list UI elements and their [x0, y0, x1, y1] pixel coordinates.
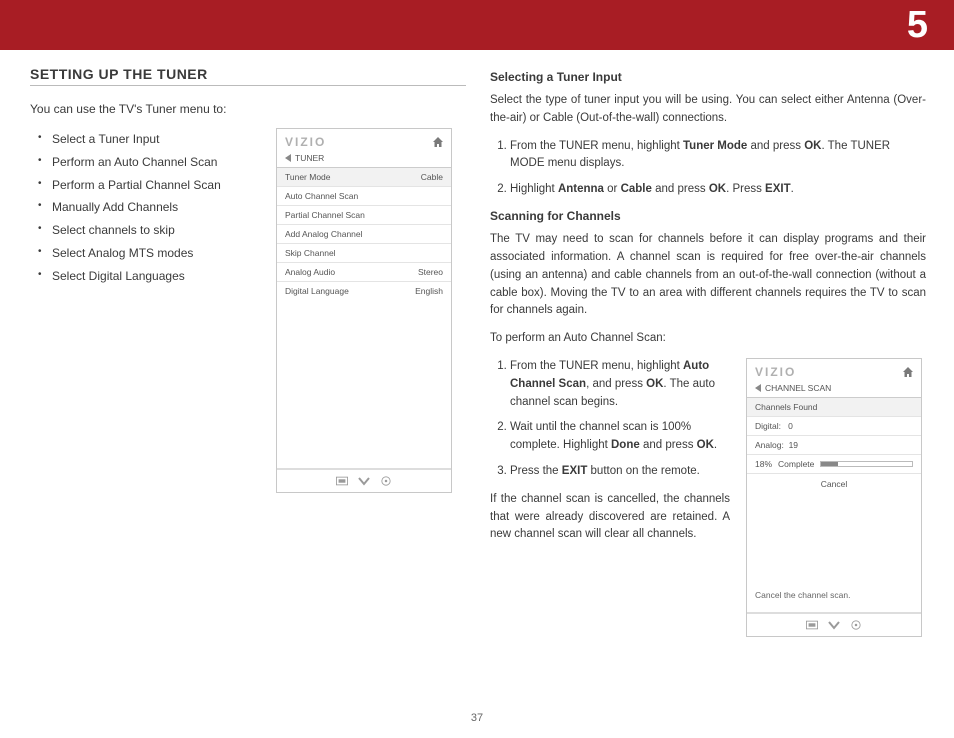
progress-row: 18% Complete: [747, 454, 921, 473]
analog-row: Analog: 19: [747, 435, 921, 454]
analog-label: Analog:: [755, 440, 784, 450]
tuner-menu-panel: VIZIO TUNER Tuner Mode Cable: [276, 128, 452, 493]
step-item: From the TUNER menu, highlight Tuner Mod…: [510, 138, 926, 174]
menu-label: Tuner Mode: [285, 172, 331, 182]
section-title: SETTING UP THE TUNER: [30, 66, 466, 86]
step-item: Press the EXIT button on the remote.: [510, 463, 730, 481]
bullet-list: Select a Tuner Input Perform an Auto Cha…: [30, 128, 260, 493]
chapter-number: 5: [907, 4, 928, 47]
digital-value: 0: [788, 421, 793, 431]
menu-value: Cable: [421, 172, 443, 182]
step-item: Wait until the channel scan is 100% comp…: [510, 419, 730, 455]
panel-blank-area: [747, 494, 921, 584]
page-number: 37: [0, 712, 954, 724]
paragraph: Select the type of tuner input you will …: [490, 92, 926, 128]
panel-footer: [277, 469, 451, 492]
paragraph: To perform an Auto Channel Scan:: [490, 330, 926, 348]
page-content: SETTING UP THE TUNER You can use the TV'…: [30, 66, 930, 637]
right-split: From the TUNER menu, highlight Auto Chan…: [490, 358, 926, 637]
panel-header: VIZIO: [277, 129, 451, 153]
progress-fill: [821, 462, 837, 466]
digital-label: Digital:: [755, 421, 781, 431]
list-item: Select Analog MTS modes: [30, 242, 260, 265]
list-item: Manually Add Channels: [30, 196, 260, 219]
breadcrumb-label: CHANNEL SCAN: [765, 383, 831, 393]
digital-row: Digital: 0: [747, 416, 921, 435]
steps-auto-scan: From the TUNER menu, highlight Auto Chan…: [490, 358, 730, 481]
aspect-icon: [806, 620, 818, 630]
menu-value: English: [415, 286, 443, 296]
intro-text: You can use the TV's Tuner menu to:: [30, 100, 466, 118]
menu-label: Analog Audio: [285, 267, 335, 277]
tuner-menu-panel-wrap: VIZIO TUNER Tuner Mode Cable: [276, 128, 452, 493]
menu-label: Skip Channel: [285, 248, 336, 258]
menu-label: Digital Language: [285, 286, 349, 296]
channels-found-label: Channels Found: [755, 402, 817, 412]
scan-panel-wrap: VIZIO CHANNEL SCAN Channels Found Digita…: [746, 358, 922, 637]
menu-row-add-analog[interactable]: Add Analog Channel: [277, 224, 451, 243]
vizio-logo: VIZIO: [755, 365, 796, 379]
aspect-icon: [336, 476, 348, 486]
list-item: Perform an Auto Channel Scan: [30, 151, 260, 174]
subheading-scanning: Scanning for Channels: [490, 209, 926, 223]
panel-footer: [747, 613, 921, 636]
breadcrumb-label: TUNER: [295, 153, 324, 163]
back-icon: [755, 384, 761, 392]
home-icon: [433, 137, 443, 147]
gear-icon: [380, 476, 392, 486]
menu-row-analog-audio[interactable]: Analog Audio Stereo: [277, 262, 451, 281]
cancel-button[interactable]: Cancel: [747, 473, 921, 494]
list-item: Select Digital Languages: [30, 265, 260, 288]
panel-header: VIZIO: [747, 359, 921, 383]
gear-icon: [850, 620, 862, 630]
paragraph: If the channel scan is cancelled, the ch…: [490, 491, 730, 544]
panel-blank-area: [277, 300, 451, 468]
menu-rows: Tuner Mode Cable Auto Channel Scan Parti…: [277, 167, 451, 300]
subheading-selecting-input: Selecting a Tuner Input: [490, 70, 926, 84]
breadcrumb: CHANNEL SCAN: [747, 383, 921, 397]
list-item: Select a Tuner Input: [30, 128, 260, 151]
step-item: From the TUNER menu, highlight Auto Chan…: [510, 358, 730, 411]
steps-select-input: From the TUNER menu, highlight Tuner Mod…: [490, 138, 926, 199]
left-split: Select a Tuner Input Perform an Auto Cha…: [30, 128, 466, 493]
paragraph: The TV may need to scan for channels bef…: [490, 231, 926, 320]
channel-scan-panel: VIZIO CHANNEL SCAN Channels Found Digita…: [746, 358, 922, 637]
percent-label: 18%: [755, 459, 772, 469]
back-icon: [285, 154, 291, 162]
list-item: Perform a Partial Channel Scan: [30, 174, 260, 197]
hint-text: Cancel the channel scan.: [747, 584, 921, 612]
menu-label: Partial Channel Scan: [285, 210, 365, 220]
step-item: Highlight Antenna or Cable and press OK.…: [510, 181, 926, 199]
menu-row-digital-language[interactable]: Digital Language English: [277, 281, 451, 300]
menu-row-skip-channel[interactable]: Skip Channel: [277, 243, 451, 262]
left-column: SETTING UP THE TUNER You can use the TV'…: [30, 66, 466, 637]
progress-bar: [820, 461, 913, 467]
right-text: From the TUNER menu, highlight Auto Chan…: [490, 358, 730, 637]
menu-label: Auto Channel Scan: [285, 191, 358, 201]
menu-value: Stereo: [418, 267, 443, 277]
chevron-down-icon: [828, 620, 840, 630]
right-column: Selecting a Tuner Input Select the type …: [490, 66, 926, 637]
home-icon: [903, 367, 913, 377]
list-item: Select channels to skip: [30, 219, 260, 242]
menu-row-partial-scan[interactable]: Partial Channel Scan: [277, 205, 451, 224]
chapter-bar: 5: [0, 0, 954, 50]
complete-label: Complete: [778, 459, 814, 469]
vizio-logo: VIZIO: [285, 135, 326, 149]
menu-row-auto-scan[interactable]: Auto Channel Scan: [277, 186, 451, 205]
breadcrumb: TUNER: [277, 153, 451, 167]
channels-found-row: Channels Found: [747, 397, 921, 416]
menu-row-tuner-mode[interactable]: Tuner Mode Cable: [277, 167, 451, 186]
menu-label: Add Analog Channel: [285, 229, 363, 239]
analog-value: 19: [789, 440, 798, 450]
chevron-down-icon: [358, 476, 370, 486]
